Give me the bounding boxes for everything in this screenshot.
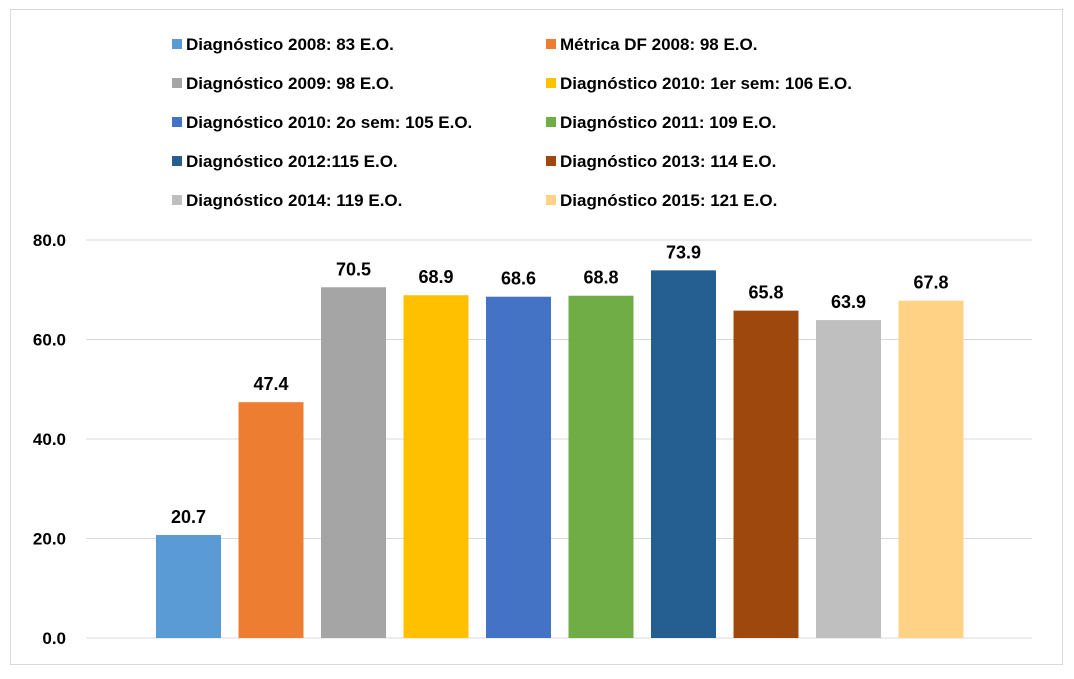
legend-swatch: [546, 156, 556, 166]
legend-entry: Diagnóstico 2015: 121 E.O.: [560, 191, 777, 210]
data-label: 68.6: [501, 269, 536, 289]
legend-swatch: [546, 195, 556, 205]
data-label: 73.9: [666, 242, 701, 262]
legend-entry: Diagnóstico 2008: 83 E.O.: [186, 35, 394, 54]
data-label: 47.4: [253, 374, 288, 394]
y-tick-label: 0.0: [42, 629, 66, 648]
data-label: 68.8: [583, 268, 618, 288]
legend-entry: Diagnóstico 2010: 2o sem: 105 E.O.: [186, 113, 472, 132]
y-tick-label: 80.0: [33, 231, 66, 250]
bar: [568, 295, 634, 638]
legend-swatch: [172, 195, 182, 205]
legend-swatch: [172, 156, 182, 166]
legend-swatch: [172, 78, 182, 88]
legend-entry: Diagnóstico 2011: 109 E.O.: [560, 113, 776, 132]
bar: [816, 320, 881, 638]
legend-entry: Diagnóstico 2012:115 E.O.: [186, 152, 398, 171]
bar: [156, 535, 221, 638]
legend-entry: Métrica DF 2008: 98 E.O.: [560, 35, 757, 54]
bar: [321, 287, 386, 638]
legend-swatch: [172, 39, 182, 49]
bar: [733, 310, 799, 638]
data-label: 70.5: [336, 259, 371, 279]
y-tick-label: 40.0: [33, 430, 66, 449]
y-tick-label: 60.0: [33, 331, 66, 350]
y-tick-label: 20.0: [33, 530, 66, 549]
legend-entry: Diagnóstico 2014: 119 E.O.: [186, 191, 402, 210]
bar: [898, 300, 964, 638]
data-label: 68.9: [418, 267, 453, 287]
legend-swatch: [546, 78, 556, 88]
legend-entry: Diagnóstico 2013: 114 E.O.: [560, 152, 776, 171]
legend-entry: Diagnóstico 2009: 98 E.O.: [186, 74, 394, 93]
bar: [486, 296, 551, 638]
data-label: 65.8: [748, 283, 783, 303]
bar: [238, 402, 304, 638]
data-label: 67.8: [913, 273, 948, 293]
legend-swatch: [546, 39, 556, 49]
data-label: 20.7: [171, 507, 206, 527]
legend-swatch: [172, 117, 182, 127]
bar: [651, 270, 716, 638]
data-label: 63.9: [831, 292, 866, 312]
bar: [403, 295, 469, 638]
legend-entry: Diagnóstico 2010: 1er sem: 106 E.O.: [560, 74, 852, 93]
legend-swatch: [546, 117, 556, 127]
